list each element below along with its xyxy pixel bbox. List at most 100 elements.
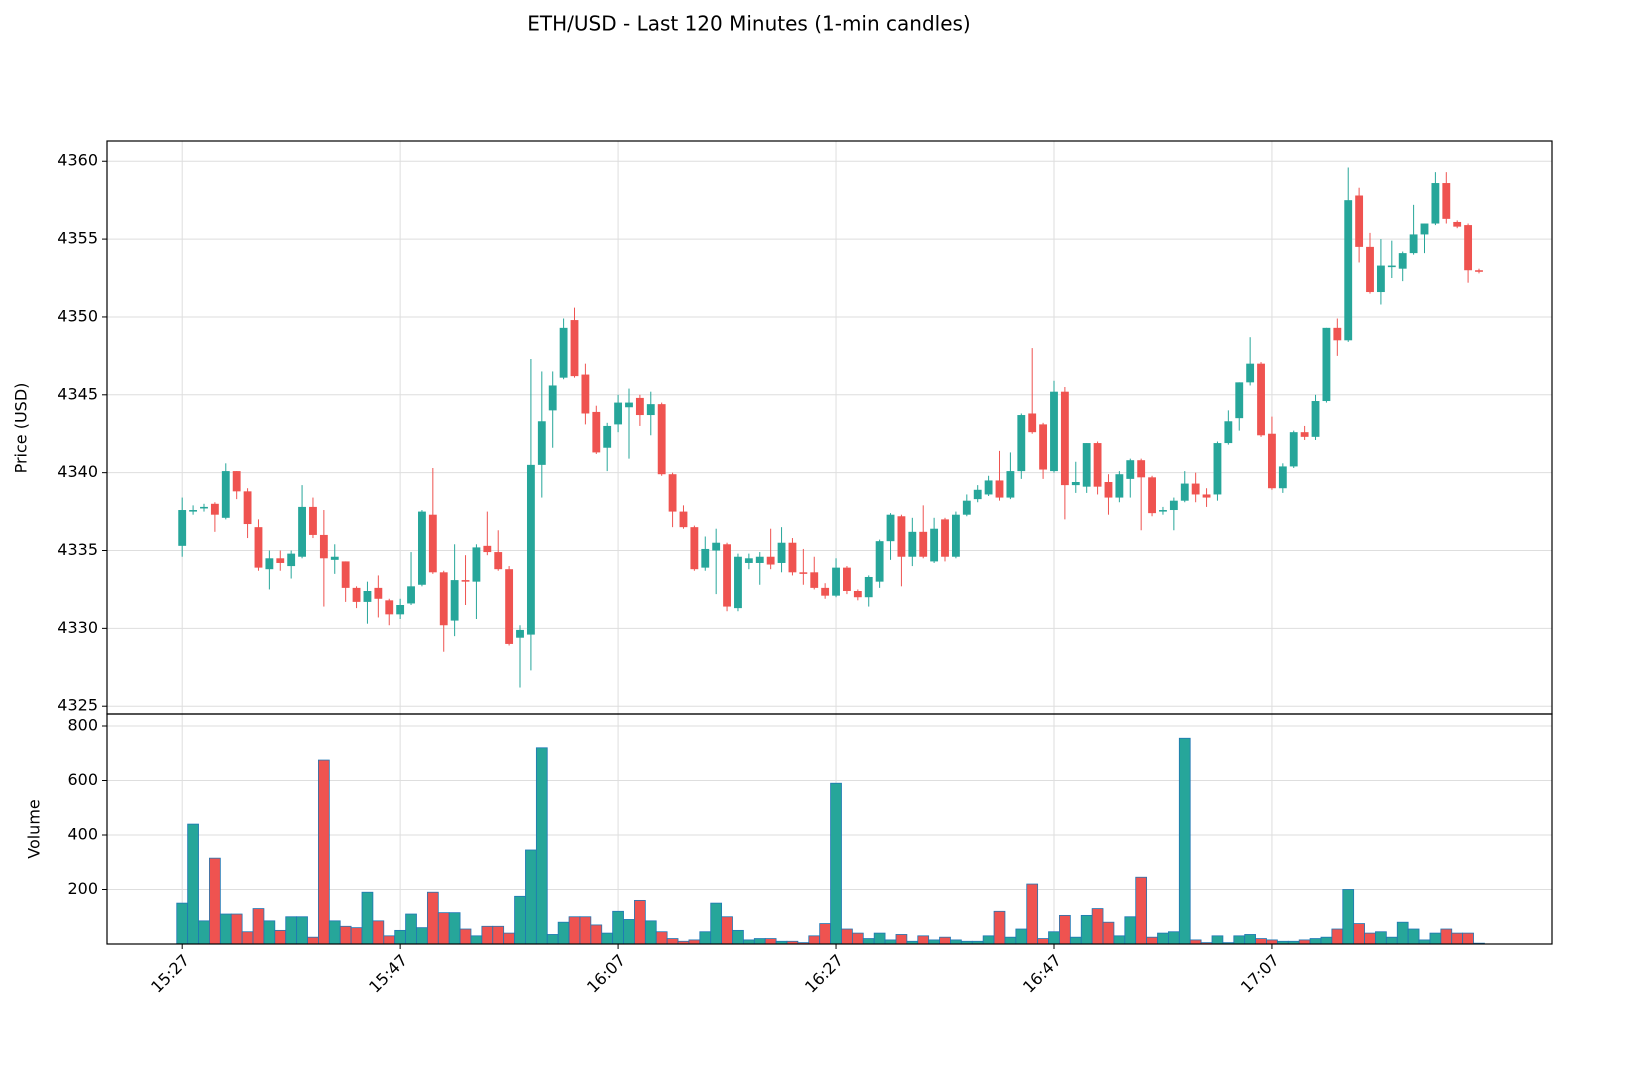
volume-bar (590, 924, 603, 945)
candle-body (1344, 200, 1353, 341)
candle-body (178, 510, 187, 546)
volume-bar (1168, 931, 1180, 945)
volume-bar (176, 902, 189, 945)
volume-bar (732, 929, 744, 945)
candle-body (1017, 415, 1026, 472)
volume-bar (241, 931, 254, 945)
volume-bar (808, 935, 821, 945)
candle-body (276, 558, 285, 563)
candle-body (1311, 401, 1320, 437)
candle-body (821, 587, 830, 596)
volume-bar (230, 913, 243, 945)
candle-body (319, 534, 328, 559)
volume-bar (318, 759, 330, 945)
volume-bar (917, 935, 930, 945)
volume-bar (437, 912, 450, 945)
candle-body (1006, 471, 1015, 498)
candle-body (200, 506, 208, 509)
volume-bar (895, 934, 908, 945)
volume-bar (557, 921, 570, 945)
candle-body (832, 567, 840, 596)
candle-body (581, 374, 590, 414)
candle-body (265, 558, 274, 570)
volume-bar (514, 895, 526, 945)
candle-body (1431, 183, 1440, 224)
candle-body (941, 519, 949, 557)
volume-bar (1407, 928, 1420, 945)
candle-body (385, 600, 394, 615)
marks (176, 167, 1485, 945)
candle-body (799, 572, 808, 574)
y-tick-label: 4355 (57, 229, 98, 248)
candle-body (330, 556, 339, 560)
candle-body (243, 491, 252, 525)
candle-body (428, 514, 437, 573)
volume-bar (546, 934, 559, 945)
candle-body (1169, 500, 1178, 511)
price-axis-label: Price (USD) (12, 383, 31, 474)
candle-body (1213, 443, 1222, 495)
candle-body (439, 572, 448, 626)
candle-body (777, 542, 786, 563)
candle-body (701, 548, 710, 568)
chart-title: ETH/USD - Last 120 Minutes (1-min candle… (527, 12, 970, 36)
candle-body (526, 464, 535, 635)
candle-body (635, 397, 644, 416)
candle-body (1453, 221, 1462, 227)
volume-bar (448, 912, 461, 945)
volume-bar (1157, 932, 1169, 945)
y-tick-label: 4345 (57, 384, 98, 403)
candle-body (1387, 265, 1396, 268)
candle-body (1235, 382, 1244, 419)
volume-tick-label: 600 (67, 770, 98, 789)
volume-bar (525, 849, 537, 945)
volume-bar (481, 925, 494, 945)
candle-body (505, 569, 514, 644)
volume-bar (503, 932, 515, 945)
volume-bar (252, 908, 265, 945)
candle-body (592, 411, 601, 453)
candle-body (1180, 483, 1189, 501)
candle-body (232, 471, 241, 492)
candle-body (1126, 460, 1135, 479)
volume-tick-label: 800 (67, 715, 98, 734)
volume-bar (328, 920, 341, 945)
volume-bar (1113, 935, 1126, 945)
y-tick-label: 4360 (57, 151, 98, 170)
candle-body (1278, 466, 1287, 489)
candle-body (537, 421, 546, 465)
volume-bar (1178, 737, 1191, 945)
axes: 15:27 15:47 16:07 16:27 16:47 17:07 4325 4330 43… (57, 140, 1553, 997)
candle-body (930, 528, 939, 562)
candle-body (1409, 234, 1418, 254)
volume-bar (1004, 936, 1017, 945)
volume-bar (1037, 938, 1049, 945)
volume-bar (655, 931, 668, 945)
volume-bar (285, 916, 298, 945)
candle-body (472, 547, 481, 582)
volume-bar (296, 916, 308, 945)
candle-body (1115, 474, 1124, 498)
volume-bar (470, 935, 483, 945)
volume-bar (1364, 932, 1376, 945)
volume-bar (1429, 932, 1442, 945)
candle-body (886, 514, 895, 542)
volume-bar (699, 931, 712, 945)
volume-bar (459, 928, 472, 945)
volume-bar (623, 919, 635, 945)
candle-body (614, 402, 623, 425)
candle-body (516, 629, 524, 638)
candle-body (766, 556, 775, 565)
candle-body (723, 544, 731, 607)
candle-body (1159, 510, 1167, 512)
volume-bar (950, 939, 962, 945)
candle-body (995, 480, 1004, 498)
candle-body (668, 474, 677, 512)
candle-body (1137, 460, 1146, 478)
y-tick-label: 4335 (57, 540, 98, 559)
candle-body (1268, 433, 1276, 489)
volume-bar (721, 916, 733, 945)
candle-body (973, 489, 982, 500)
